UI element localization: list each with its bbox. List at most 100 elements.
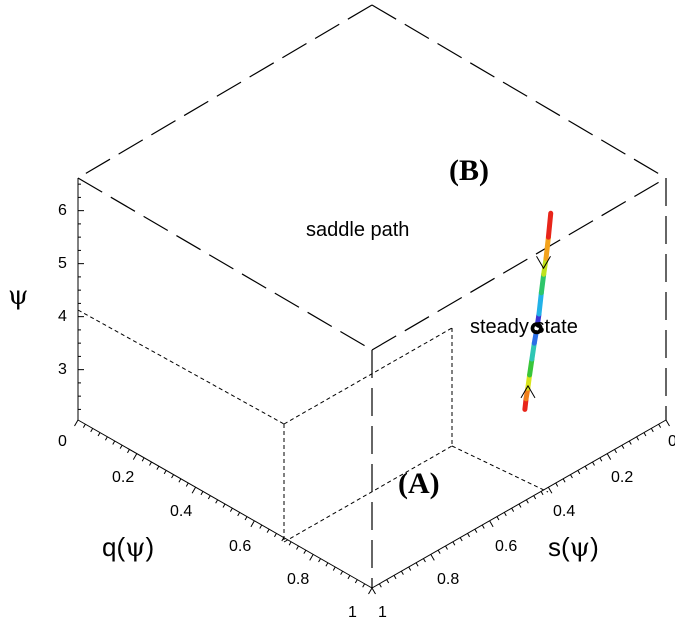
- box-top-front-left-edge: [77, 177, 373, 351]
- q-minor-tick: [274, 533, 277, 538]
- s-minor-tick: [452, 541, 456, 546]
- q-minor-tick: [82, 423, 86, 428]
- point-a-label: (A): [398, 467, 440, 500]
- q-minor-tick: [296, 545, 299, 550]
- s-minor-tick: [511, 507, 515, 512]
- q-minor-tick: [119, 444, 123, 449]
- q-axis: 0 0.2 0.4 0.6 0.8 1 q(ψ): [58, 419, 373, 621]
- steady-state-annotation: steady state: [470, 316, 578, 338]
- s-minor-tick: [584, 465, 588, 470]
- s-minor-tick: [423, 558, 426, 563]
- s-minor-tick: [415, 562, 419, 567]
- q-minor-tick: [303, 549, 307, 554]
- saddle-path-segment: [536, 290, 544, 317]
- psi-tick-6: 6: [58, 202, 67, 219]
- s-minor-tick: [496, 516, 500, 521]
- s-tick-2: 0.4: [553, 503, 575, 520]
- s-minor-tick: [430, 554, 435, 561]
- q-minor-tick: [362, 583, 366, 588]
- saddle-path-segment: [538, 271, 547, 296]
- q-minor-tick: [354, 579, 358, 584]
- s-minor-tick: [459, 537, 463, 542]
- q-minor-tick: [74, 419, 79, 427]
- s-minor-tick: [658, 423, 662, 428]
- s-minor-tick: [445, 545, 448, 550]
- saddle-path-annotation: saddle path: [306, 219, 409, 241]
- ref-bottom-diag: [283, 445, 453, 543]
- q-minor-tick: [149, 461, 152, 466]
- q-minor-tick: [332, 566, 336, 571]
- s-minor-tick: [650, 428, 654, 433]
- q-minor-tick: [215, 499, 219, 504]
- s-axis-label-psi: ψ: [570, 533, 590, 563]
- saddle-path-segment: [543, 234, 551, 261]
- s-minor-tick: [518, 503, 522, 508]
- q-minor-tick: [266, 528, 270, 533]
- q-minor-tick: [347, 575, 351, 580]
- point-b-label: (B): [449, 154, 489, 187]
- q-tick-5: 1: [348, 604, 357, 621]
- s-minor-tick: [533, 495, 537, 500]
- box-top-right-edge: [371, 4, 667, 179]
- ref-back-left: [77, 309, 285, 425]
- q-axis-label-end: ): [146, 532, 155, 562]
- q-minor-tick: [171, 474, 174, 479]
- ref-bottom-right: [451, 445, 549, 493]
- s-minor-tick: [636, 436, 640, 441]
- psi-tick-4: 4: [58, 308, 67, 325]
- q-minor-tick: [200, 491, 204, 496]
- s-minor-tick: [481, 524, 485, 529]
- q-minor-tick: [163, 470, 167, 475]
- s-tick-1: 0.2: [611, 469, 633, 486]
- q-minor-tick: [281, 537, 285, 542]
- s-minor-tick: [540, 491, 544, 496]
- s-tick-4: 0.8: [437, 571, 459, 588]
- q-tick-1: 0.2: [112, 469, 134, 486]
- s-minor-tick: [489, 520, 494, 528]
- q-minor-tick: [340, 570, 344, 575]
- q-tick-4: 0.8: [287, 571, 309, 588]
- q-minor-tick: [104, 436, 108, 441]
- q-minor-tick: [132, 453, 138, 460]
- saddle-path-segment: [529, 340, 537, 362]
- q-tick-3: 0.6: [229, 538, 251, 555]
- q-axis-label-main: q(: [102, 532, 125, 562]
- saddle-path-arrow-down: [536, 255, 551, 270]
- q-minor-tick: [237, 512, 241, 517]
- q-axis-label-psi: ψ: [125, 533, 145, 563]
- s-minor-tick: [386, 579, 390, 584]
- q-minor-tick: [156, 465, 160, 470]
- s-minor-tick: [628, 440, 632, 445]
- q-minor-tick: [191, 486, 197, 494]
- q-minor-tick: [222, 503, 226, 508]
- s-minor-tick: [467, 533, 470, 538]
- s-minor-tick: [614, 449, 617, 454]
- s-minor-tick: [555, 482, 559, 487]
- psi-tick-3: 3: [58, 361, 67, 378]
- q-minor-tick: [259, 524, 263, 529]
- s-minor-tick: [570, 474, 573, 479]
- s-axis: 0 0.2 0.4 0.6 0.8 1 s(ψ): [371, 419, 675, 621]
- s-minor-tick: [408, 566, 412, 571]
- q-minor-tick: [325, 562, 329, 567]
- saddle-path-arrow-up: [520, 384, 536, 399]
- q-minor-tick: [318, 558, 321, 563]
- q-minor-tick: [97, 432, 101, 437]
- s-minor-tick: [525, 499, 529, 504]
- box-top-left-edge: [77, 4, 373, 179]
- s-tick-0: 0: [668, 433, 675, 450]
- q-minor-tick: [207, 495, 211, 500]
- saddle-path-segment: [545, 210, 554, 240]
- q-minor-tick: [250, 520, 255, 528]
- psi-axis-minor-ticks: [78, 183, 84, 410]
- s-tick-5: 1: [378, 604, 387, 621]
- s-axis-label-main: s(: [548, 532, 570, 562]
- s-minor-tick: [474, 528, 478, 533]
- saddle-path-arrows: [520, 255, 551, 399]
- psi-axis: 3 4 5 6 ψ: [8, 183, 84, 410]
- s-minor-tick: [437, 549, 441, 554]
- s-minor-tick: [503, 512, 507, 517]
- q-minor-tick: [112, 440, 116, 445]
- q-minor-tick: [309, 554, 314, 561]
